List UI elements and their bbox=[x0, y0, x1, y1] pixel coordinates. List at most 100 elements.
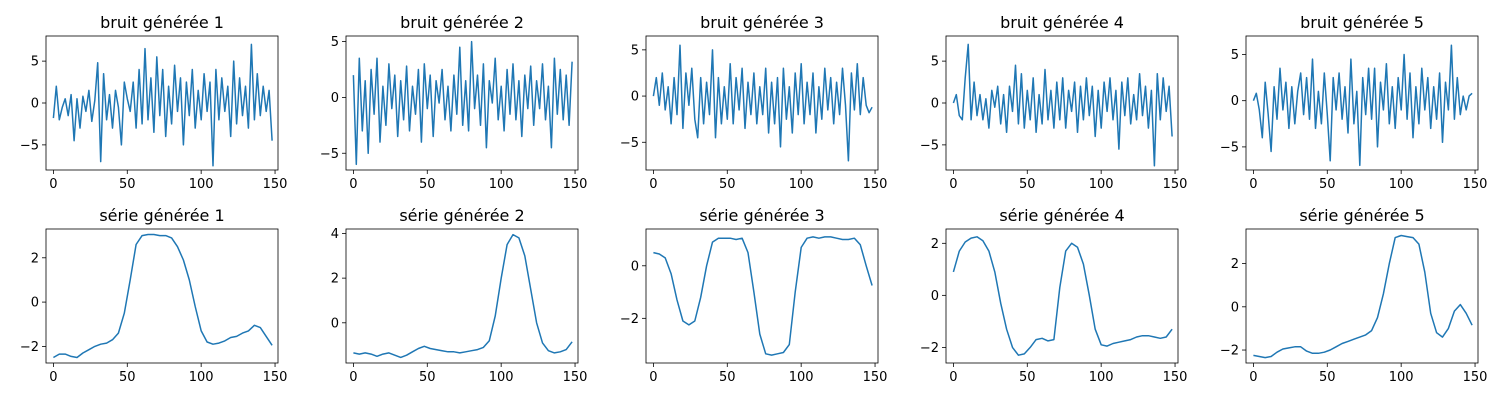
x-tick-label: 50 bbox=[1019, 370, 1036, 385]
y-tick-label: 2 bbox=[31, 251, 39, 266]
x-tick-label: 0 bbox=[349, 177, 357, 192]
subplot-8: série générée 3 0 50 100 150 −2 0 bbox=[620, 206, 888, 385]
x-tick-label: 150 bbox=[563, 370, 588, 385]
x-tick-label: 100 bbox=[1389, 370, 1414, 385]
series-line bbox=[952, 43, 1173, 167]
subplot-title: série générée 3 bbox=[699, 206, 824, 225]
x-tick-label: 100 bbox=[1089, 177, 1114, 192]
x-tick-label: 100 bbox=[789, 177, 814, 192]
subplot-title: série générée 5 bbox=[1299, 206, 1424, 225]
subplot-4: bruit générée 4 0 50 100 150 −5 0 5 bbox=[920, 13, 1188, 192]
y-tick-label: 5 bbox=[331, 35, 339, 50]
x-tick-label: 50 bbox=[719, 370, 736, 385]
x-tick-label: 100 bbox=[489, 370, 514, 385]
x-tick-label: 50 bbox=[419, 177, 436, 192]
y-tick-label: 5 bbox=[631, 43, 639, 58]
y-tick-label: 0 bbox=[931, 97, 939, 112]
series-line bbox=[952, 236, 1173, 356]
x-tick-label: 150 bbox=[1163, 370, 1188, 385]
subplot-10: série générée 5 0 50 100 150 −2 0 2 bbox=[1220, 206, 1488, 385]
y-tick-label: 2 bbox=[931, 237, 939, 252]
subplot-2: bruit générée 2 0 50 100 150 −5 0 5 bbox=[320, 13, 588, 192]
y-tick-label: 5 bbox=[31, 55, 39, 70]
x-tick-label: 0 bbox=[49, 177, 57, 192]
subplot-title: bruit générée 1 bbox=[100, 13, 224, 32]
axes-frame bbox=[345, 35, 579, 171]
subplot-9: série générée 4 0 50 100 150 −2 0 2 bbox=[920, 206, 1188, 385]
subplot-title: série générée 2 bbox=[399, 206, 524, 225]
x-tick-label: 50 bbox=[1319, 177, 1336, 192]
series-line bbox=[53, 233, 273, 359]
x-tick-label: 0 bbox=[649, 370, 657, 385]
x-tick-label: 150 bbox=[1163, 177, 1188, 192]
x-tick-label: 0 bbox=[49, 370, 57, 385]
y-tick-label: 0 bbox=[1231, 300, 1239, 315]
x-tick-label: 0 bbox=[1249, 370, 1257, 385]
x-tick-label: 50 bbox=[1019, 177, 1036, 192]
subplot-7: série générée 2 0 50 100 150 0 2 4 bbox=[331, 206, 588, 385]
axes-frame bbox=[645, 35, 879, 171]
y-tick-label: 0 bbox=[631, 90, 639, 105]
y-tick-label: 0 bbox=[631, 259, 639, 274]
y-tick-label: 0 bbox=[331, 316, 339, 331]
subplot-6: série générée 1 0 50 100 150 −2 0 2 bbox=[20, 206, 288, 385]
subplot-title: série générée 4 bbox=[999, 206, 1124, 225]
x-tick-label: 100 bbox=[1389, 177, 1414, 192]
y-tick-label: −5 bbox=[320, 147, 339, 162]
axes-frame bbox=[1245, 228, 1479, 364]
x-tick-label: 150 bbox=[263, 370, 288, 385]
subplot-3: bruit générée 3 0 50 100 150 −5 0 5 bbox=[620, 13, 888, 192]
subplot-title: bruit générée 5 bbox=[1300, 13, 1424, 32]
y-tick-label: 5 bbox=[1231, 48, 1239, 63]
x-tick-label: 0 bbox=[1249, 177, 1257, 192]
x-tick-label: 50 bbox=[1319, 370, 1336, 385]
y-tick-label: 2 bbox=[331, 272, 339, 287]
y-tick-label: −2 bbox=[20, 340, 39, 355]
series-line bbox=[352, 40, 573, 166]
y-tick-label: −2 bbox=[920, 341, 939, 356]
x-tick-label: 50 bbox=[419, 370, 436, 385]
x-tick-label: 150 bbox=[563, 177, 588, 192]
series-line bbox=[1252, 44, 1473, 167]
y-tick-label: −5 bbox=[620, 136, 639, 151]
subplot-title: bruit générée 2 bbox=[400, 13, 524, 32]
subplot-title: bruit générée 4 bbox=[1000, 13, 1124, 32]
series-line bbox=[652, 44, 873, 162]
subplot-5: bruit générée 5 0 50 100 150 −5 0 5 bbox=[1220, 13, 1488, 192]
y-tick-label: 0 bbox=[31, 296, 39, 311]
x-tick-label: 100 bbox=[189, 177, 214, 192]
y-tick-label: 0 bbox=[331, 91, 339, 106]
y-tick-label: 0 bbox=[1231, 94, 1239, 109]
subplot-title: bruit générée 3 bbox=[700, 13, 824, 32]
x-tick-label: 50 bbox=[119, 177, 136, 192]
y-tick-label: −5 bbox=[20, 138, 39, 153]
axes-frame bbox=[945, 228, 1179, 364]
series-line bbox=[653, 236, 873, 356]
y-tick-label: 4 bbox=[331, 227, 339, 242]
series-line bbox=[52, 43, 273, 167]
y-tick-label: 0 bbox=[931, 289, 939, 304]
x-tick-label: 0 bbox=[649, 177, 657, 192]
y-tick-label: −5 bbox=[920, 138, 939, 153]
y-tick-label: 5 bbox=[931, 55, 939, 70]
x-tick-label: 50 bbox=[719, 177, 736, 192]
x-tick-label: 150 bbox=[1463, 177, 1488, 192]
y-tick-label: 2 bbox=[1231, 257, 1239, 272]
x-tick-label: 50 bbox=[119, 370, 136, 385]
x-tick-label: 0 bbox=[949, 177, 957, 192]
series-line bbox=[353, 233, 573, 359]
y-tick-label: 0 bbox=[31, 97, 39, 112]
axes-frame bbox=[45, 228, 279, 364]
x-tick-label: 100 bbox=[489, 177, 514, 192]
x-tick-label: 150 bbox=[863, 177, 888, 192]
y-tick-label: −2 bbox=[1220, 344, 1239, 359]
x-tick-label: 150 bbox=[1463, 370, 1488, 385]
subplot-title: série générée 1 bbox=[99, 206, 224, 225]
series-line bbox=[1253, 234, 1473, 359]
x-tick-label: 150 bbox=[263, 177, 288, 192]
x-tick-label: 0 bbox=[349, 370, 357, 385]
y-tick-label: −2 bbox=[620, 312, 639, 327]
subplot-1: bruit générée 1 0 50 100 150 −5 0 5 bbox=[20, 13, 288, 192]
